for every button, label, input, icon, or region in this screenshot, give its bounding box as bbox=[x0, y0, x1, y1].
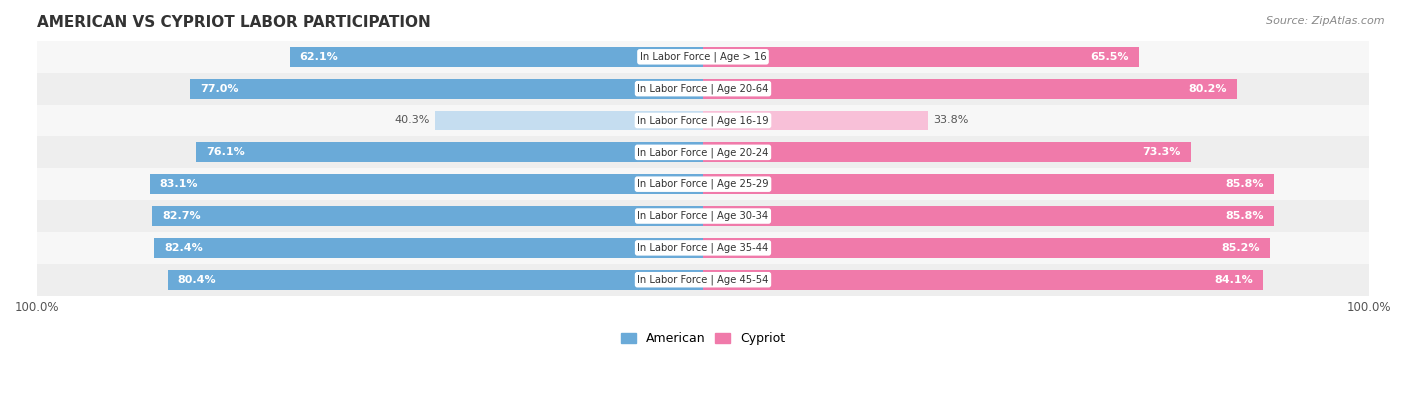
Text: In Labor Force | Age 30-34: In Labor Force | Age 30-34 bbox=[637, 211, 769, 221]
Bar bbox=[703, 143, 1191, 162]
Text: In Labor Force | Age 35-44: In Labor Force | Age 35-44 bbox=[637, 243, 769, 253]
Text: 73.3%: 73.3% bbox=[1143, 147, 1181, 157]
Text: AMERICAN VS CYPRIOT LABOR PARTICIPATION: AMERICAN VS CYPRIOT LABOR PARTICIPATION bbox=[37, 15, 432, 30]
Bar bbox=[37, 105, 1369, 136]
Bar bbox=[155, 238, 703, 258]
Text: In Labor Force | Age 25-29: In Labor Force | Age 25-29 bbox=[637, 179, 769, 190]
Bar bbox=[703, 206, 1274, 226]
Bar bbox=[197, 143, 703, 162]
Text: In Labor Force | Age > 16: In Labor Force | Age > 16 bbox=[640, 52, 766, 62]
Text: In Labor Force | Age 20-64: In Labor Force | Age 20-64 bbox=[637, 83, 769, 94]
Text: 80.4%: 80.4% bbox=[177, 275, 217, 285]
Bar bbox=[152, 206, 703, 226]
Bar bbox=[703, 174, 1274, 194]
Bar bbox=[703, 47, 1139, 67]
Bar bbox=[290, 47, 703, 67]
Bar bbox=[703, 111, 928, 130]
Bar bbox=[703, 238, 1270, 258]
Text: In Labor Force | Age 16-19: In Labor Force | Age 16-19 bbox=[637, 115, 769, 126]
Text: 80.2%: 80.2% bbox=[1188, 84, 1227, 94]
Bar bbox=[37, 73, 1369, 105]
Text: 85.8%: 85.8% bbox=[1226, 211, 1264, 221]
Bar bbox=[37, 168, 1369, 200]
Text: In Labor Force | Age 45-54: In Labor Force | Age 45-54 bbox=[637, 275, 769, 285]
Text: 77.0%: 77.0% bbox=[201, 84, 239, 94]
Text: 76.1%: 76.1% bbox=[207, 147, 245, 157]
Bar bbox=[190, 79, 703, 98]
Text: 65.5%: 65.5% bbox=[1091, 52, 1129, 62]
Text: 85.2%: 85.2% bbox=[1222, 243, 1260, 253]
Bar bbox=[703, 79, 1237, 98]
Bar bbox=[703, 270, 1263, 290]
Bar bbox=[37, 136, 1369, 168]
Text: 40.3%: 40.3% bbox=[394, 115, 429, 126]
Bar bbox=[37, 200, 1369, 232]
Bar bbox=[37, 232, 1369, 264]
Legend: American, Cypriot: American, Cypriot bbox=[620, 333, 786, 346]
Bar bbox=[167, 270, 703, 290]
Bar bbox=[37, 41, 1369, 73]
Text: 84.1%: 84.1% bbox=[1215, 275, 1253, 285]
Text: 33.8%: 33.8% bbox=[934, 115, 969, 126]
Text: In Labor Force | Age 20-24: In Labor Force | Age 20-24 bbox=[637, 147, 769, 158]
Bar bbox=[434, 111, 703, 130]
Bar bbox=[37, 264, 1369, 295]
Text: 85.8%: 85.8% bbox=[1226, 179, 1264, 189]
Text: 82.4%: 82.4% bbox=[165, 243, 202, 253]
Text: 82.7%: 82.7% bbox=[163, 211, 201, 221]
Text: 62.1%: 62.1% bbox=[299, 52, 339, 62]
Bar bbox=[150, 174, 703, 194]
Text: Source: ZipAtlas.com: Source: ZipAtlas.com bbox=[1267, 16, 1385, 26]
Text: 83.1%: 83.1% bbox=[160, 179, 198, 189]
